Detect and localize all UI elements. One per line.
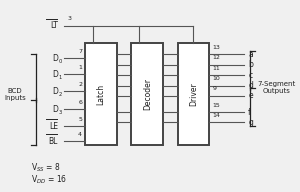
- Text: V$_{SS}$ = 8: V$_{SS}$ = 8: [31, 162, 60, 174]
- Text: 3: 3: [68, 17, 71, 22]
- Text: f: f: [248, 108, 251, 117]
- Text: 4: 4: [78, 132, 82, 137]
- Text: 15: 15: [213, 103, 220, 108]
- Text: BCD
Inputs: BCD Inputs: [4, 88, 26, 101]
- FancyBboxPatch shape: [131, 43, 163, 145]
- Text: g: g: [248, 118, 253, 127]
- Text: D: D: [52, 54, 58, 63]
- FancyBboxPatch shape: [178, 43, 209, 145]
- Text: 1: 1: [78, 65, 82, 70]
- Text: 10: 10: [213, 76, 220, 81]
- Text: e: e: [248, 92, 253, 100]
- Text: d: d: [248, 81, 253, 90]
- Text: D: D: [52, 70, 58, 79]
- Text: Latch: Latch: [97, 84, 106, 105]
- Text: 2: 2: [78, 82, 82, 87]
- Text: c: c: [248, 71, 252, 80]
- Text: 11: 11: [213, 66, 220, 71]
- Text: b: b: [248, 60, 253, 69]
- FancyBboxPatch shape: [85, 43, 117, 145]
- Text: Decoder: Decoder: [143, 78, 152, 110]
- Text: LE: LE: [49, 122, 58, 131]
- Text: 0: 0: [59, 59, 62, 64]
- Text: D: D: [52, 87, 58, 96]
- Text: LT: LT: [50, 22, 58, 31]
- Text: 3: 3: [59, 110, 62, 115]
- Text: 9: 9: [213, 86, 217, 91]
- Text: 7-Segment
Outputs: 7-Segment Outputs: [258, 81, 296, 94]
- Text: 7: 7: [78, 49, 82, 54]
- Text: 2: 2: [59, 92, 62, 97]
- Text: 13: 13: [213, 45, 220, 50]
- Text: D: D: [52, 105, 58, 114]
- Text: 6: 6: [78, 100, 82, 105]
- Text: 5: 5: [78, 117, 82, 122]
- Text: Driver: Driver: [189, 82, 198, 106]
- Text: 12: 12: [213, 55, 220, 60]
- Text: 14: 14: [213, 113, 220, 118]
- Text: BL: BL: [49, 137, 58, 146]
- Text: a: a: [248, 50, 253, 59]
- Text: 1: 1: [59, 75, 62, 80]
- Text: V$_{DD}$ = 16: V$_{DD}$ = 16: [31, 174, 67, 186]
